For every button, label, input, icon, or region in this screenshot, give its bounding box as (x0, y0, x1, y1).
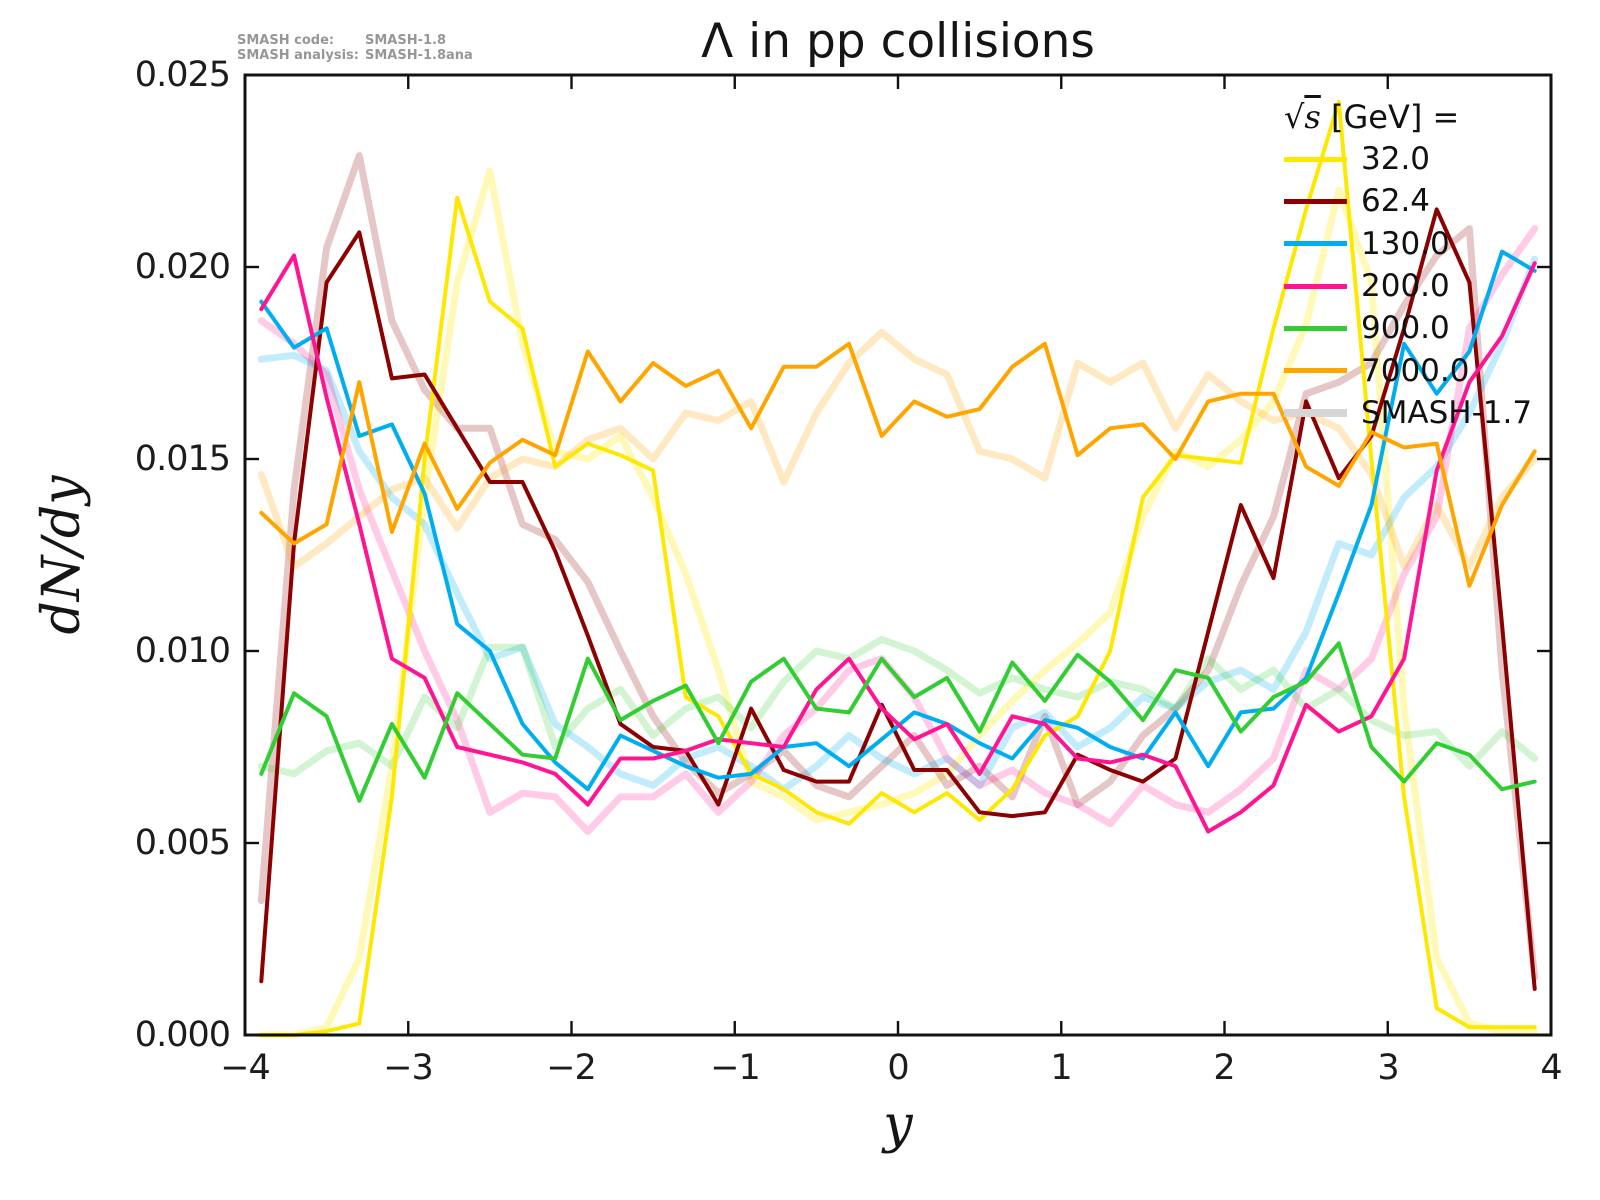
smash-analysis-value: SMASH-1.8ana (365, 48, 473, 63)
legend-line-green (1284, 325, 1347, 331)
smash-code-value: SMASH-1.8 (365, 33, 447, 48)
y-axis-label: dN/dy (32, 475, 92, 635)
legend-label: 130.0 (1361, 225, 1450, 262)
legend-line-skyblue (1284, 241, 1347, 247)
legend-line-darkred (1284, 198, 1347, 204)
chart-title: Λ in pp collisions (701, 14, 1095, 69)
legend-line-gray (1284, 408, 1347, 417)
legend-line-yellow (1284, 156, 1347, 162)
y-tick-label: 0.000 (134, 1015, 231, 1055)
y-tick-label: 0.025 (134, 55, 231, 95)
series-SMASH-1.7 62.4 (257, 152, 1539, 981)
legend-entry-smash17: SMASH-1.7 (1284, 392, 1532, 434)
legend-entry-7000: 7000.0 (1284, 349, 1532, 391)
smash-version-annotation: SMASH code: SMASH-1.8 SMASH analysis: SM… (237, 33, 473, 63)
x-tick-label: −4 (220, 1048, 271, 1088)
legend-entry-900: 900.0 (1284, 307, 1532, 349)
legend-label: SMASH-1.7 (1361, 394, 1533, 431)
series-32.0 (259, 99, 1537, 1037)
series-62.4 (259, 207, 1537, 991)
x-tick-label: 0 (887, 1048, 909, 1088)
x-tick-label: −2 (546, 1048, 597, 1088)
x-tick-label: 4 (1540, 1048, 1562, 1088)
y-tick-label: 0.015 (134, 439, 231, 479)
legend-entry-32: 32.0 (1284, 138, 1532, 180)
legend-entry-62: 62.4 (1284, 180, 1532, 222)
plot-area-border (243, 73, 1553, 1037)
x-tick-label: −1 (710, 1048, 761, 1088)
smash-code-label: SMASH code: (237, 33, 335, 48)
legend-line-orange (1284, 368, 1347, 374)
sqrt-s-symbol: √ (1284, 98, 1305, 136)
y-tick-label: 0.020 (134, 247, 231, 287)
x-axis-label: y (883, 1095, 913, 1155)
legend-label: 900.0 (1361, 310, 1450, 347)
legend-entry-200: 200.0 (1284, 265, 1532, 307)
series-SMASH-1.7 7000.0 (257, 328, 1539, 570)
series-7000.0 (259, 341, 1537, 588)
x-tick-label: 3 (1377, 1048, 1399, 1088)
y-tick-label: 0.010 (134, 631, 231, 671)
smash-analysis-label: SMASH analysis: (237, 48, 359, 63)
x-tick-label: 1 (1050, 1048, 1072, 1088)
legend: √ s [GeV] = 32.0 62.4 130.0 200.0 900.0 7… (1284, 96, 1532, 434)
series-900.0 (259, 641, 1537, 803)
series-SMASH-1.7 130.0 (257, 255, 1539, 793)
y-tick-label: 0.005 (134, 823, 231, 863)
legend-label: 200.0 (1361, 268, 1450, 305)
legend-entry-130: 130.0 (1284, 223, 1532, 265)
legend-label: 32.0 (1361, 141, 1431, 178)
legend-label: 7000.0 (1361, 352, 1470, 389)
x-tick-label: −3 (383, 1048, 434, 1088)
series-200.0 (259, 253, 1537, 834)
legend-label: 62.4 (1361, 183, 1431, 220)
legend-line-pink (1284, 283, 1347, 289)
legend-header: √ s [GeV] = (1284, 98, 1460, 136)
series-SMASH-1.7 32.0 (257, 167, 1539, 1039)
series-SMASH-1.7 900.0 (257, 636, 1539, 778)
x-tick-label: 2 (1213, 1048, 1235, 1088)
